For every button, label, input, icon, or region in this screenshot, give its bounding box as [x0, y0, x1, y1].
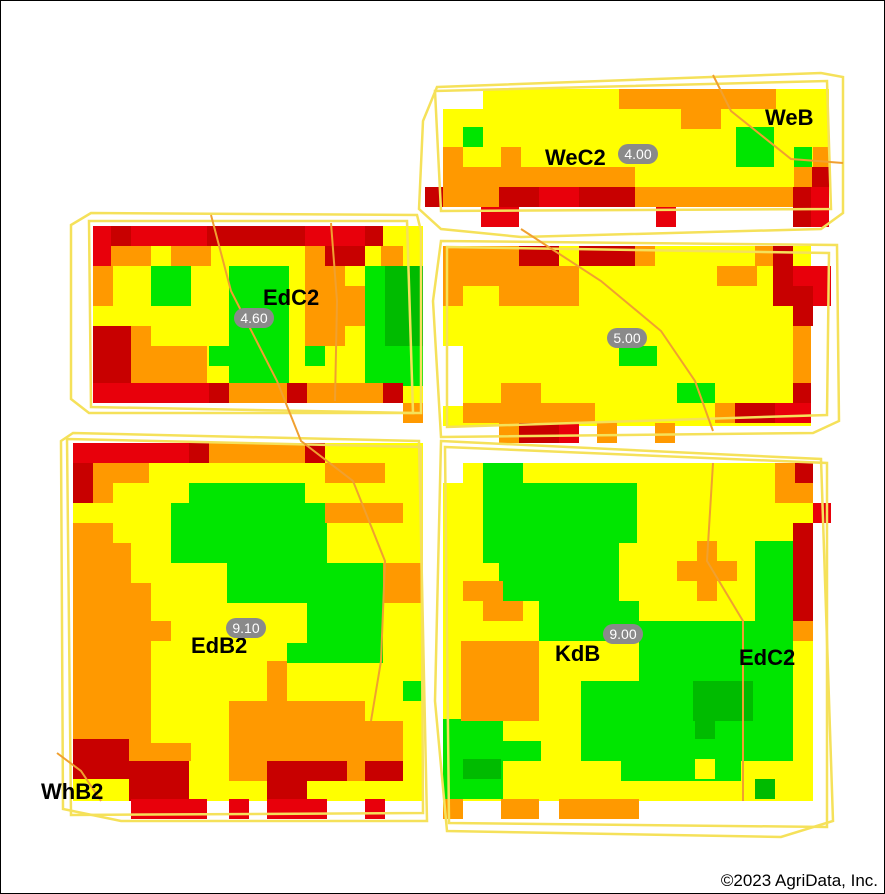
acre-badge-field-se: 9.00 [603, 624, 643, 644]
copyright-notice: ©2023 AgriData, Inc. [720, 871, 878, 890]
soil-label-edc2-se: EdC2 [739, 645, 795, 670]
svg-text:4.60: 4.60 [240, 310, 267, 326]
acre-badge-field-ne: 4.00 [618, 144, 658, 164]
soil-label-whb2: WhB2 [41, 779, 103, 804]
field-sw-raster [73, 443, 423, 819]
svg-text:4.00: 4.00 [624, 146, 651, 162]
soil-label-wec2: WeC2 [545, 145, 606, 170]
soil-label-kdb: KdB [555, 641, 600, 666]
field-ne-raster [425, 89, 829, 227]
svg-text:9.10: 9.10 [232, 620, 259, 636]
soil-unit-lines [56, 74, 844, 802]
svg-text:9.00: 9.00 [609, 626, 636, 642]
acre-badge-field-sw: 9.10 [226, 618, 266, 638]
acre-badge-field-e: 5.00 [607, 328, 647, 348]
soil-label-web: WeB [765, 105, 814, 130]
svg-text:5.00: 5.00 [613, 330, 640, 346]
field-boundaries [59, 71, 845, 839]
acre-badge-field-nw: 4.60 [234, 308, 274, 328]
soil-label-edc2-nw: EdC2 [263, 285, 319, 310]
field-nw-raster [93, 226, 423, 423]
